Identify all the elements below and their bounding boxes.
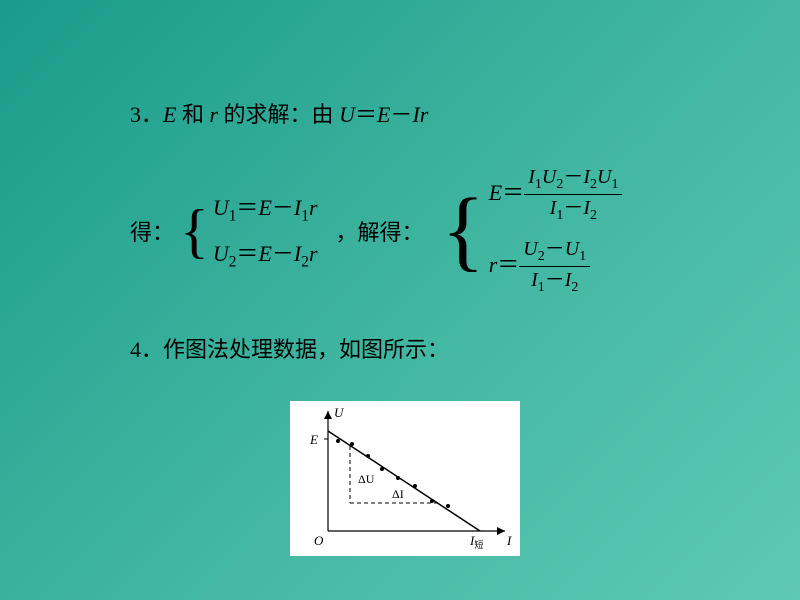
label-solve: ，解得：: [336, 215, 424, 247]
eq-u1: U1＝E－I1r: [213, 190, 318, 225]
svg-text:I短: I短: [469, 533, 483, 550]
eq-u2: U2＝E－I2r: [213, 236, 318, 271]
var-r: r: [209, 102, 218, 127]
svg-text:O: O: [314, 533, 324, 548]
brace-icon: {: [442, 199, 485, 262]
label-derive: 得：: [130, 215, 174, 247]
section-4-text: 作图法处理数据，如图所示：: [163, 337, 449, 362]
svg-text:ΔU: ΔU: [358, 472, 375, 486]
section-4-number: 4．: [130, 337, 163, 362]
equations-row: 得： { U1＝E－I1r U2＝E－I2r ，解得： { E＝I1U2－I2U…: [130, 166, 680, 296]
var-E: E: [163, 102, 176, 127]
brace-icon: {: [180, 207, 209, 255]
svg-text:E: E: [309, 432, 318, 447]
svg-text:I: I: [506, 533, 512, 548]
svg-text:U: U: [334, 405, 345, 420]
system-2: { E＝I1U2－I2U1I1－I2 r＝U2－U1I1－I2: [442, 166, 623, 296]
section-3-number: 3．: [130, 102, 163, 127]
section-4-heading: 4．作图法处理数据，如图所示：: [130, 335, 680, 366]
section-3-heading: 3．E 和 r 的求解：由 U＝E－Ir: [130, 100, 680, 131]
svg-text:ΔI: ΔI: [392, 487, 404, 501]
slide-content: 3．E 和 r 的求解：由 U＝E－Ir 得： { U1＝E－I1r U2＝E－…: [0, 0, 800, 576]
graph-box: U I E O ΔU ΔI I短: [290, 401, 520, 556]
system-1: { U1＝E－I1r U2＝E－I2r: [180, 190, 317, 271]
eq-E-result: E＝I1U2－I2U1I1－I2: [489, 166, 623, 224]
uv-graph: U I E O ΔU ΔI I短: [290, 401, 520, 556]
eq-r-result: r＝U2－U1I1－I2: [489, 238, 623, 296]
graph-container: U I E O ΔU ΔI I短: [130, 401, 680, 556]
